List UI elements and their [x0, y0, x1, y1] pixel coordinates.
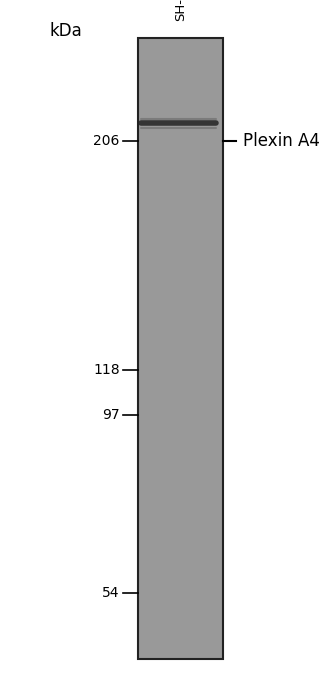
Text: Plexin A4: Plexin A4: [243, 132, 319, 150]
Text: 206: 206: [93, 134, 120, 147]
Text: SH-SY5Y: SH-SY5Y: [174, 0, 187, 21]
Text: kDa: kDa: [49, 22, 82, 40]
Bar: [138, 38, 223, 659]
Text: 54: 54: [102, 587, 120, 600]
Text: 118: 118: [93, 364, 120, 377]
Text: 97: 97: [102, 408, 120, 422]
